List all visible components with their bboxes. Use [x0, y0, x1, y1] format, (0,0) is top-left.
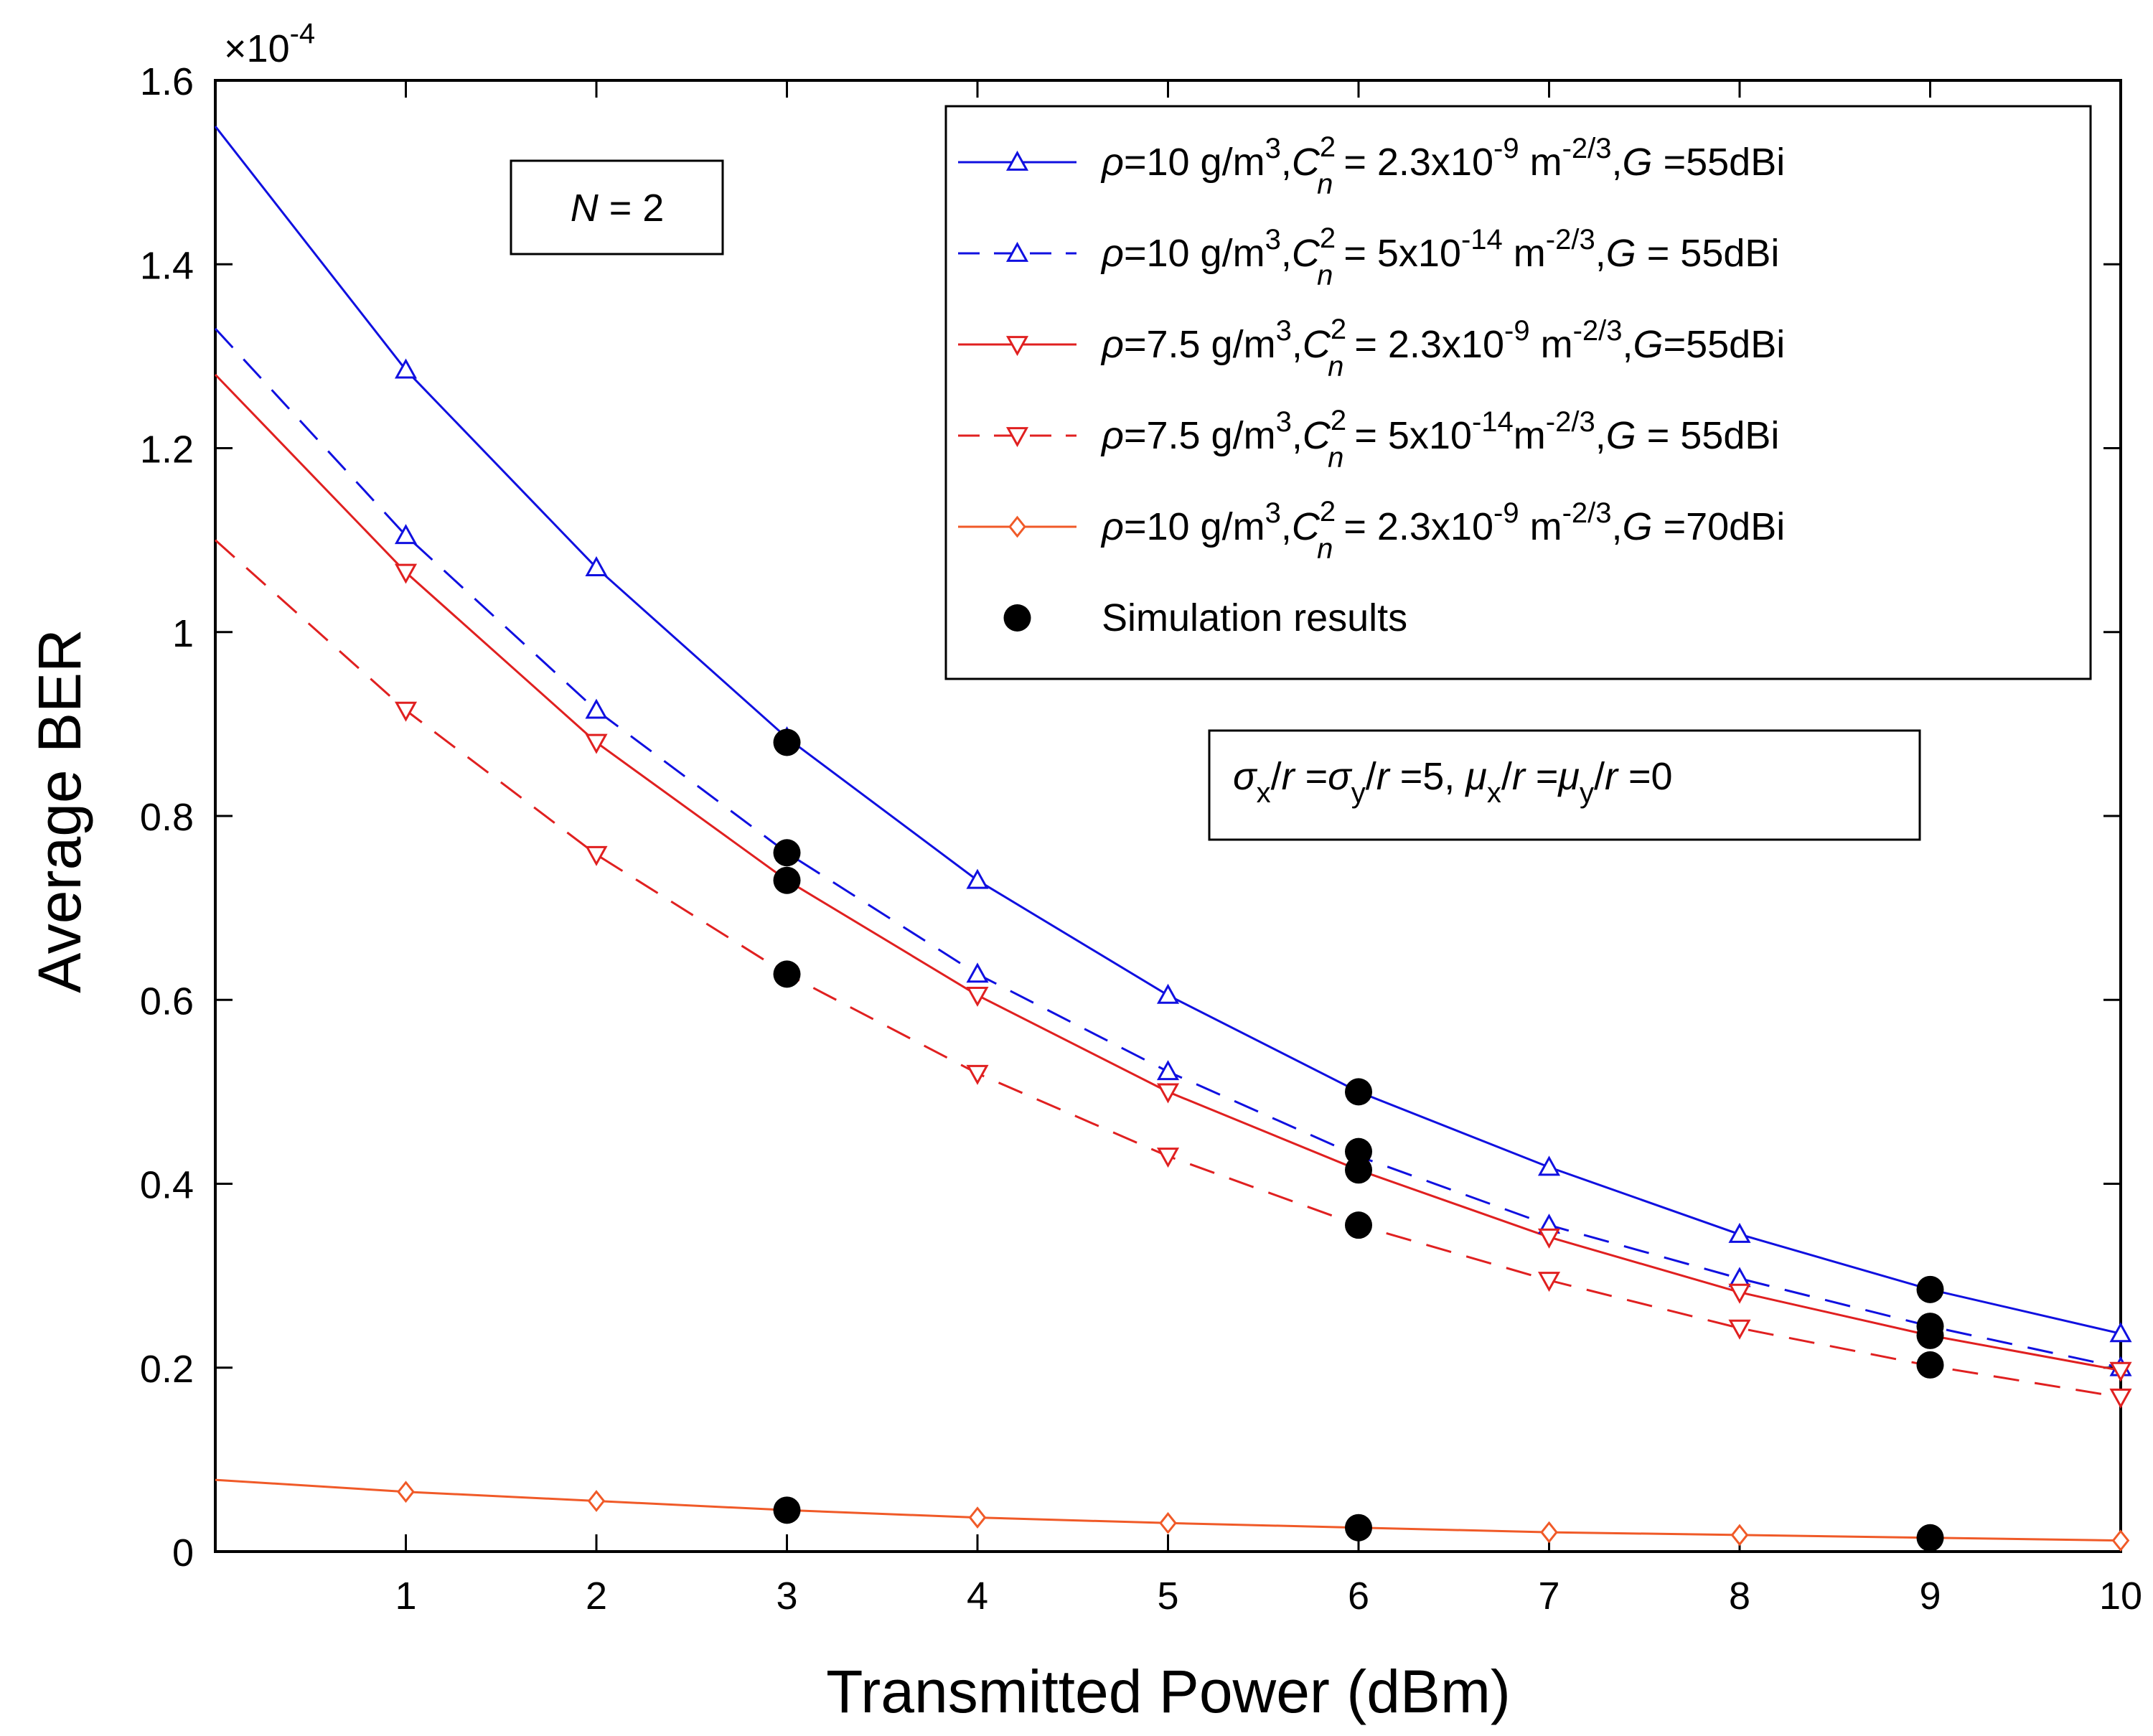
series-2-marker	[1156, 1060, 1180, 1081]
series-3-marker	[966, 986, 989, 1007]
annotation-n-box	[510, 159, 724, 255]
simulation-points	[773, 728, 1944, 1552]
x-tick-label: 9	[1919, 1575, 1941, 1618]
series-4-marker	[585, 845, 608, 866]
legend-label-5: ρ=10 g/m3,C2 n = 2.3x10-9 m-2/3,G =70dBi	[1100, 496, 1785, 565]
series-4-marker	[2109, 1388, 2132, 1409]
simulation-point	[1345, 1514, 1372, 1542]
legend-marker-simulation	[1003, 604, 1031, 632]
simulation-point	[773, 866, 801, 894]
annotation-params-box	[1208, 729, 1921, 841]
series-3-marker	[1156, 1083, 1180, 1104]
series-3-marker	[2109, 1361, 2132, 1382]
legend-label-simulation: Simulation results	[1102, 596, 1407, 639]
y-multiplier: ×10-4	[224, 18, 315, 70]
series-1-marker	[1156, 983, 1180, 1004]
legend: ρ=10 g/m3,C2 n = 2.3x10-9 m-2/3,G =55dBi ρ…	[944, 105, 2092, 680]
series-2-marker	[585, 698, 608, 719]
simulation-point	[1916, 1524, 1944, 1552]
legend-label-4: ρ=7.5 g/m3,C2 n = 5x10-14m-2/3,G = 55dBi	[1100, 405, 1779, 474]
simulation-point	[1916, 1321, 1944, 1349]
x-tick-label: 3	[776, 1575, 797, 1618]
x-tick-label: 8	[1729, 1575, 1750, 1618]
series-4-marker	[1156, 1148, 1180, 1168]
series-5-marker	[1540, 1521, 1558, 1544]
series-3-marker	[1537, 1228, 1561, 1249]
series-2-marker	[966, 962, 989, 983]
simulation-point	[1345, 1156, 1372, 1184]
simulation-point	[773, 728, 801, 756]
x-tick-label: 10	[2099, 1575, 2142, 1618]
legend-marker-5	[1008, 515, 1026, 538]
series-1-marker	[394, 358, 418, 379]
annotation-params-text: σx/r =σy/r =5, μx/r =μy/r =0	[1233, 755, 1673, 809]
x-tick-label: 4	[967, 1575, 988, 1618]
x-tick-label: 1	[395, 1575, 416, 1618]
y-tick-label: 0.8	[140, 796, 194, 839]
series-4-marker	[394, 701, 418, 722]
series-2-marker	[394, 524, 418, 545]
y-tick-label: 0	[172, 1531, 194, 1575]
y-tick-label: 1.4	[140, 244, 194, 287]
simulation-point	[773, 1496, 801, 1524]
y-tick-label: 0.2	[140, 1348, 194, 1391]
simulation-point	[1345, 1078, 1372, 1106]
x-axis-title: Transmitted Power (dBm)	[826, 1658, 1511, 1725]
annotation-n-text: N = 2	[571, 187, 665, 230]
legend-marker-4	[1005, 427, 1029, 448]
x-tick-label: 2	[586, 1575, 607, 1618]
legend-label-2: ρ=10 g/m3,C2 n = 5x10-14 m-2/3,G = 55dBi	[1100, 222, 1779, 291]
simulation-point	[1345, 1211, 1372, 1239]
legend-marker-1	[1005, 150, 1029, 171]
series-4-marker	[1537, 1272, 1561, 1292]
annotation-params: σx/r =σy/r =5, μx/r =μy/r =0	[1208, 729, 1921, 841]
series-5-marker	[1159, 1511, 1177, 1534]
y-axis-title: Average BER	[26, 629, 93, 993]
y-tick-label: 1	[172, 612, 194, 655]
x-tick-label: 5	[1157, 1575, 1178, 1618]
legend-marker-2	[1005, 241, 1029, 262]
y-tick-label: 1.6	[140, 60, 194, 103]
series-1-marker	[1728, 1222, 1751, 1243]
series-1-marker	[966, 868, 989, 889]
series-5-marker	[2111, 1529, 2130, 1552]
simulation-point	[1916, 1351, 1944, 1379]
legend-label-3: ρ=7.5 g/m3,C2 n = 2.3x10-9 m-2/3,G=55dBi	[1100, 314, 1785, 383]
series-1-marker	[585, 555, 608, 576]
series-5-marker	[1730, 1524, 1749, 1547]
x-tick-label: 6	[1348, 1575, 1369, 1618]
legend-label-1: ρ=10 g/m3,C2 n = 2.3x10-9 m-2/3,G =55dBi	[1100, 131, 1785, 200]
legend-marker-3	[1005, 336, 1029, 357]
simulation-point	[773, 839, 801, 867]
simulation-point	[1916, 1275, 1944, 1303]
series-3-marker	[394, 563, 418, 584]
legend-box	[944, 105, 2092, 680]
y-tick-label: 0.4	[140, 1164, 194, 1207]
series-4-marker	[1728, 1319, 1751, 1340]
annotation-n: N = 2	[510, 159, 724, 255]
series-5-marker	[397, 1481, 415, 1503]
series-4-marker	[966, 1064, 989, 1085]
simulation-point	[773, 960, 801, 988]
y-tick-label: 1.2	[140, 428, 194, 471]
axis-ticks: 1 2 3 4 5 6 7 8 9 10 0 0.2 0.4 0.6 0.8 1 1.2 1.4 1.6	[140, 60, 2142, 1618]
series-5-marker	[587, 1490, 606, 1512]
series-1-marker	[2109, 1322, 2132, 1343]
series-3-marker	[1728, 1283, 1751, 1304]
series-3-marker	[585, 733, 608, 754]
x-tick-label: 7	[1538, 1575, 1559, 1618]
series-5-marker	[968, 1506, 987, 1529]
y-tick-label: 0.6	[140, 980, 194, 1023]
series-1-marker	[1537, 1155, 1561, 1176]
